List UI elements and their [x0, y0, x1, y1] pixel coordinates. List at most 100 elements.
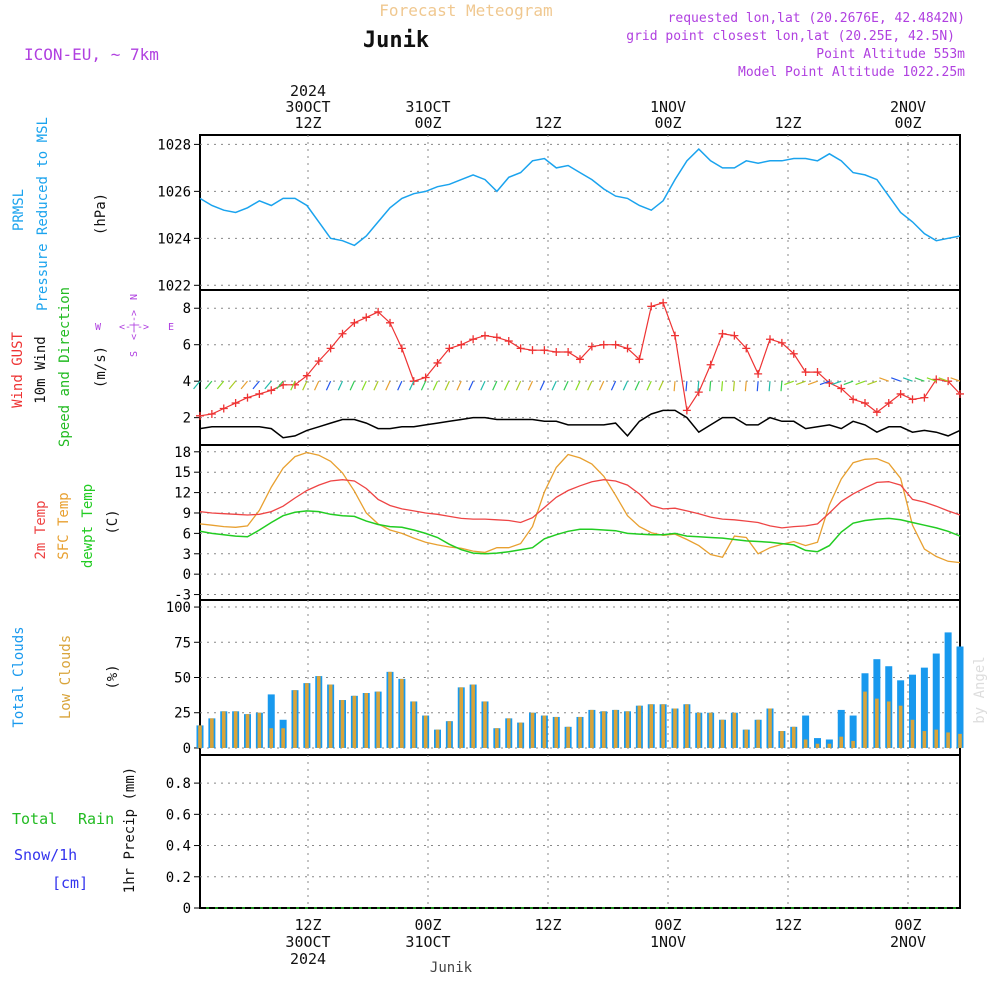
precip-unit: 1hr Precip (mm) — [122, 767, 138, 893]
wind-direction-arrow — [204, 380, 213, 390]
point-altitude: Point Altitude 553m — [816, 47, 965, 62]
low-cloud-bar — [305, 683, 309, 748]
temp-tick-label: 0 — [183, 567, 191, 583]
compass-n: N — [129, 294, 140, 300]
wind-direction-arrow — [768, 381, 771, 392]
time-label-bottom: 00Z — [894, 916, 921, 934]
time-label-bottom: 30OCT — [285, 933, 330, 951]
total-cloud-bar — [802, 715, 810, 748]
wind-gust-point — [219, 404, 228, 413]
wind-gust-point — [196, 411, 204, 420]
wind-gust-point — [445, 344, 454, 353]
wind-gust-point — [884, 399, 893, 408]
wind-gust-point — [207, 410, 216, 418]
wind-direction-arrow — [420, 380, 427, 391]
tsfc-label: SFC Temp — [56, 492, 72, 559]
low-cloud-bar — [934, 729, 939, 748]
wind-gust-point — [837, 384, 846, 393]
low-clouds-label: Low Clouds — [58, 635, 74, 719]
time-label-top: 00Z — [414, 114, 441, 132]
precip-panel-labels: Total Rain Snow/1h [cm] 1hr Precip (mm) — [12, 767, 138, 893]
wind-direction-arrow — [721, 381, 724, 392]
time-label-top: 2024 — [290, 82, 326, 100]
wind-gust-point — [706, 360, 715, 369]
wind-gust-point — [932, 375, 941, 384]
wind-direction-arrow — [673, 381, 676, 392]
low-cloud-bar — [875, 698, 879, 748]
pressure-tick-label: 1024 — [157, 231, 191, 247]
gridpoint-coords: grid point closest lon,lat (20.25E, 42.5… — [626, 29, 955, 44]
time-label-top: 31OCT — [405, 98, 450, 116]
time-label-bottom: 12Z — [294, 916, 321, 934]
wind-gust-point — [849, 395, 858, 404]
wind-gust-point — [314, 357, 323, 366]
wind-direction-arrow — [240, 380, 248, 390]
wind-direction-arrow — [807, 380, 818, 386]
clouds-tick-label: 50 — [174, 671, 191, 687]
wind-gust-point — [825, 379, 834, 387]
wind-direction-arrow — [373, 380, 379, 391]
low-cloud-bar — [922, 731, 927, 748]
wind-direction-arrow — [216, 380, 225, 390]
wind-gust-point — [386, 318, 394, 327]
low-cloud-bar — [388, 671, 392, 748]
wind-gust-point — [694, 388, 703, 397]
wind-direction-arrow — [732, 381, 735, 392]
wind-gust-point — [766, 335, 774, 344]
pressure-series — [199, 148, 961, 247]
wind-direction-arrow — [658, 380, 664, 391]
wind-direction-arrow — [361, 380, 367, 391]
wind-direction-arrow — [756, 381, 759, 392]
time-label-top: 12Z — [774, 114, 801, 132]
low-cloud-bar — [863, 691, 867, 748]
low-cloud-bar — [685, 704, 689, 748]
dewpt-series — [199, 510, 961, 555]
tsfc-series — [199, 451, 961, 564]
chart-title: Forecast Meteogram — [379, 1, 552, 20]
pressure-tick-label: 1028 — [157, 137, 191, 153]
low-cloud-bar — [210, 718, 214, 748]
pressure-frame — [199, 134, 961, 291]
low-cloud-bar — [435, 729, 440, 748]
time-label-bottom: 12Z — [534, 916, 561, 934]
wind-tick-label: 8 — [183, 301, 191, 317]
low-cloud-bar — [364, 693, 369, 748]
wind-direction-arrow — [634, 380, 640, 391]
wind-direction-arrow — [780, 381, 783, 392]
low-cloud-bar — [483, 701, 487, 748]
time-label-bottom: 00Z — [414, 916, 441, 934]
wind-direction-arrow — [598, 380, 605, 391]
wind-gust-point — [718, 329, 727, 338]
t2m-label: 2m Temp — [33, 500, 49, 559]
wind-gust-point — [754, 369, 763, 378]
low-cloud-bar — [198, 725, 202, 748]
wind10m-label: 10m Wind — [33, 336, 49, 403]
wind-direction-arrow — [228, 380, 237, 390]
wind-gust-point — [350, 318, 359, 327]
low-cloud-bar — [708, 712, 713, 748]
compass-rose: N W E S <-|-> <-|-> — [95, 294, 174, 357]
low-cloud-bar — [744, 729, 749, 748]
wind-gust-point — [481, 331, 489, 340]
wind-direction-arrow — [539, 380, 545, 391]
time-label-bottom: 12Z — [774, 916, 801, 934]
temp-panel-labels: 2m Temp SFC Temp dewpt Temp (C) — [33, 484, 121, 568]
wind-gust-point — [742, 344, 751, 353]
wind-direction-arrow — [744, 381, 747, 392]
dewpt-label: dewpt Temp — [80, 484, 96, 568]
wind-direction-arrow — [709, 381, 712, 392]
low-cloud-bar — [946, 732, 950, 748]
wind-gust-point — [457, 340, 466, 349]
wind-direction-arrow — [337, 380, 344, 391]
low-cloud-bar — [554, 716, 559, 748]
low-cloud-bar — [400, 678, 404, 748]
wind-direction-arrow — [444, 380, 450, 391]
wind-gust-point — [659, 298, 668, 307]
wind-gust-point — [576, 355, 584, 364]
wind-direction-arrow — [193, 380, 201, 390]
temp-tick-label: 3 — [183, 547, 191, 563]
wind-gust-point — [504, 337, 513, 346]
location-title: Junik — [363, 28, 429, 53]
total-cloud-bar — [849, 715, 857, 748]
